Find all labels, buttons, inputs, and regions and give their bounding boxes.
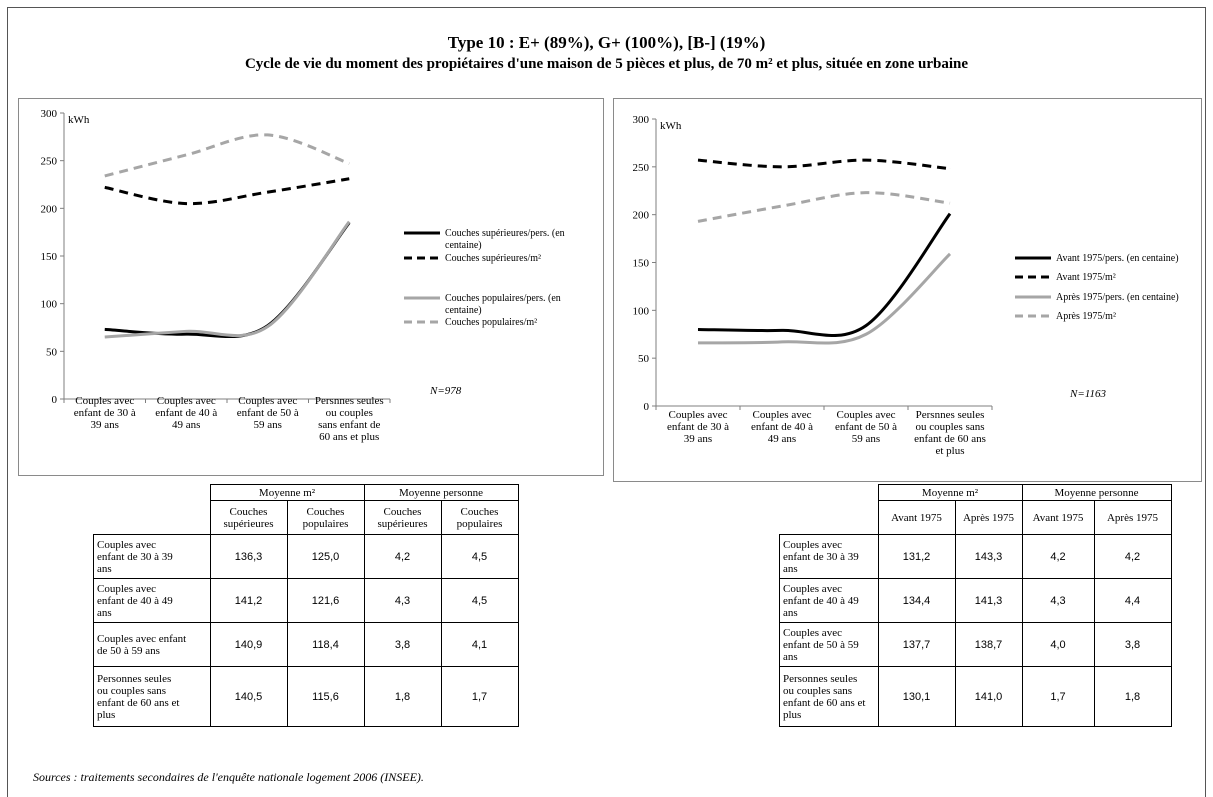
y-tick-label: 150 bbox=[633, 258, 650, 270]
table-group-header: Moyenne personne bbox=[1022, 485, 1171, 501]
table-cell: 3,8 bbox=[364, 623, 441, 667]
table-cell: 4,4 bbox=[1094, 579, 1171, 623]
series-line bbox=[698, 214, 950, 336]
table-cell: 141,0 bbox=[955, 667, 1022, 727]
series-line bbox=[698, 160, 950, 169]
table-corner bbox=[780, 485, 879, 501]
table-cell: 131,2 bbox=[878, 535, 955, 579]
table-cell: 136,3 bbox=[210, 535, 287, 579]
table-cell: 1,7 bbox=[1022, 667, 1094, 727]
table-cell: 4,1 bbox=[441, 623, 518, 667]
y-tick-label: 200 bbox=[633, 210, 650, 222]
table-corner bbox=[94, 485, 211, 501]
y-tick-label: 250 bbox=[633, 162, 650, 174]
table-cell: 4,5 bbox=[441, 579, 518, 623]
table-sub-header: Après 1975 bbox=[955, 501, 1022, 535]
table-cell: 4,2 bbox=[1094, 535, 1171, 579]
source-note: Sources : traitements secondaires de l'e… bbox=[33, 770, 424, 785]
table-cell: 4,3 bbox=[1022, 579, 1094, 623]
legend-label: Avant 1975/pers. (en centaine) bbox=[1056, 253, 1179, 264]
table-cell: 125,0 bbox=[287, 535, 364, 579]
table-corner bbox=[94, 501, 211, 535]
table-cell: 1,8 bbox=[364, 667, 441, 727]
table-group-header: Moyenne m² bbox=[878, 485, 1022, 501]
table-sub-header: Avant 1975 bbox=[1022, 501, 1094, 535]
y-tick-label: 100 bbox=[633, 305, 650, 317]
table-cell: 4,2 bbox=[364, 535, 441, 579]
table-group-header: Moyenne m² bbox=[210, 485, 364, 501]
table-cell: 137,7 bbox=[878, 623, 955, 667]
table-cell: 3,8 bbox=[1094, 623, 1171, 667]
table-cell: 4,2 bbox=[1022, 535, 1094, 579]
table-cell: 4,3 bbox=[364, 579, 441, 623]
legend-label: Après 1975/pers. (en centaine) bbox=[1056, 292, 1179, 303]
table-cell: 4,5 bbox=[441, 535, 518, 579]
table-cell: 140,5 bbox=[210, 667, 287, 727]
table-cell: 143,3 bbox=[955, 535, 1022, 579]
table-cell: 141,2 bbox=[210, 579, 287, 623]
table-sub-header: Avant 1975 bbox=[878, 501, 955, 535]
table-cell: 138,7 bbox=[955, 623, 1022, 667]
table-cell: 1,7 bbox=[441, 667, 518, 727]
series-line bbox=[698, 193, 950, 222]
table-corner bbox=[780, 501, 879, 535]
legend-label: Avant 1975/m² bbox=[1056, 272, 1116, 283]
legend-label: Après 1975/m² bbox=[1056, 311, 1116, 322]
y-tick-label: 0 bbox=[644, 401, 650, 413]
table-cell: 140,9 bbox=[210, 623, 287, 667]
table-cell: 118,4 bbox=[287, 623, 364, 667]
y-tick-label: 50 bbox=[638, 353, 650, 365]
table-cell: 141,3 bbox=[955, 579, 1022, 623]
sample-size-annotation: N=1163 bbox=[1069, 388, 1106, 400]
y-tick-label: 300 bbox=[633, 114, 650, 126]
table-sub-header: Après 1975 bbox=[1094, 501, 1171, 535]
table-group-header: Moyenne personne bbox=[364, 485, 518, 501]
table-cell: 4,0 bbox=[1022, 623, 1094, 667]
table-cell: 1,8 bbox=[1094, 667, 1171, 727]
table-cell: 115,6 bbox=[287, 667, 364, 727]
table-cell: 121,6 bbox=[287, 579, 364, 623]
table-cell: 130,1 bbox=[878, 667, 955, 727]
table-cell: 134,4 bbox=[878, 579, 955, 623]
y-axis-label: kWh bbox=[660, 120, 682, 132]
